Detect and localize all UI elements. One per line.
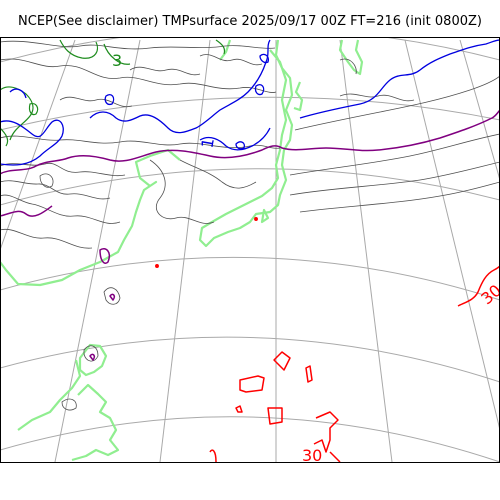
contour-red-30	[457, 265, 499, 307]
contour-blue	[89, 39, 271, 134]
contour-blue	[104, 94, 115, 106]
longitude-line	[54, 39, 141, 462]
contour-gray	[179, 159, 257, 189]
contour-blue	[254, 84, 265, 96]
contours-blue	[1, 39, 499, 166]
contour-gray	[129, 66, 201, 76]
latitude-line	[1, 38, 499, 63]
graticule	[1, 38, 499, 462]
coastline-island-1	[293, 81, 304, 112]
contour-red-30	[313, 411, 339, 453]
latitude-line	[1, 96, 499, 131]
contours-red	[155, 217, 499, 462]
longitude-line	[459, 39, 499, 179]
coastlines	[1, 39, 364, 462]
contours-gray	[1, 40, 499, 411]
latitude-line	[1, 168, 499, 206]
contour-red-point	[155, 264, 159, 268]
contour-gray	[1, 58, 277, 93]
contour-gray	[39, 173, 54, 188]
contour-blue	[259, 53, 270, 64]
coastline-sakhalin	[219, 39, 232, 61]
contour-gray	[199, 54, 263, 66]
contour-blue	[235, 141, 246, 150]
contour-green	[59, 39, 99, 59]
contour-blue	[299, 39, 499, 119]
map-frame	[0, 37, 500, 463]
contour-purple	[89, 353, 95, 361]
contour-blue	[1, 119, 64, 166]
contour-gray	[1, 228, 93, 249]
contour-green	[28, 103, 39, 116]
coastline-philippines	[71, 383, 120, 462]
coastline-island-2	[260, 208, 270, 224]
contour-gray	[1, 180, 111, 200]
latitude-line	[1, 416, 499, 462]
latitude-line	[1, 256, 499, 301]
contour-gray	[289, 161, 499, 196]
contour-gray	[294, 76, 499, 131]
latitude-line	[1, 336, 499, 383]
contour-label-red-bottom: 30	[302, 446, 322, 465]
contour-red-30	[305, 365, 313, 383]
contour-red-30	[209, 449, 217, 462]
contour-gray	[1, 40, 276, 50]
coastline-taiwan	[78, 343, 108, 377]
longitude-line	[404, 39, 499, 429]
contour-green	[215, 39, 226, 55]
contour-gray	[339, 93, 415, 102]
coastline-north	[338, 39, 364, 76]
coastline-korea	[1, 148, 181, 287]
contour-label-green: 3	[112, 51, 122, 70]
contour-red-30	[329, 451, 341, 462]
contour-gray	[103, 287, 121, 305]
contour-blue	[9, 88, 27, 99]
contour-purple	[1, 205, 53, 217]
contour-blue	[199, 127, 271, 151]
contour-purple	[1, 109, 499, 175]
contour-gray	[83, 345, 99, 362]
contour-green	[103, 43, 131, 65]
coastline-japan	[198, 39, 294, 248]
contour-purple	[109, 293, 115, 301]
longitude-line	[159, 39, 211, 462]
contour-green	[1, 128, 9, 147]
contour-red-point	[254, 217, 258, 221]
contour-green	[1, 86, 34, 141]
contours-green	[1, 39, 226, 147]
contour-red-30	[267, 407, 283, 425]
contour-gray	[339, 58, 357, 75]
contour-red-30	[235, 405, 243, 413]
longitude-line	[339, 39, 393, 462]
contour-gray	[299, 181, 499, 213]
contour-gray	[289, 133, 499, 176]
contour-gray	[61, 398, 77, 411]
contour-label-blue: 1	[197, 136, 217, 149]
map-title: NCEP(See disclaimer) TMPsurface 2025/09/…	[18, 14, 482, 29]
contours-purple	[1, 109, 499, 361]
contour-purple	[99, 248, 111, 264]
contour-red-30	[273, 351, 291, 371]
contour-gray	[149, 159, 215, 224]
coastline-china-south	[17, 359, 82, 431]
longitude-line	[1, 39, 76, 249]
contour-gray	[59, 96, 133, 108]
contour-red-30	[239, 375, 265, 393]
contour-gray	[1, 194, 121, 224]
